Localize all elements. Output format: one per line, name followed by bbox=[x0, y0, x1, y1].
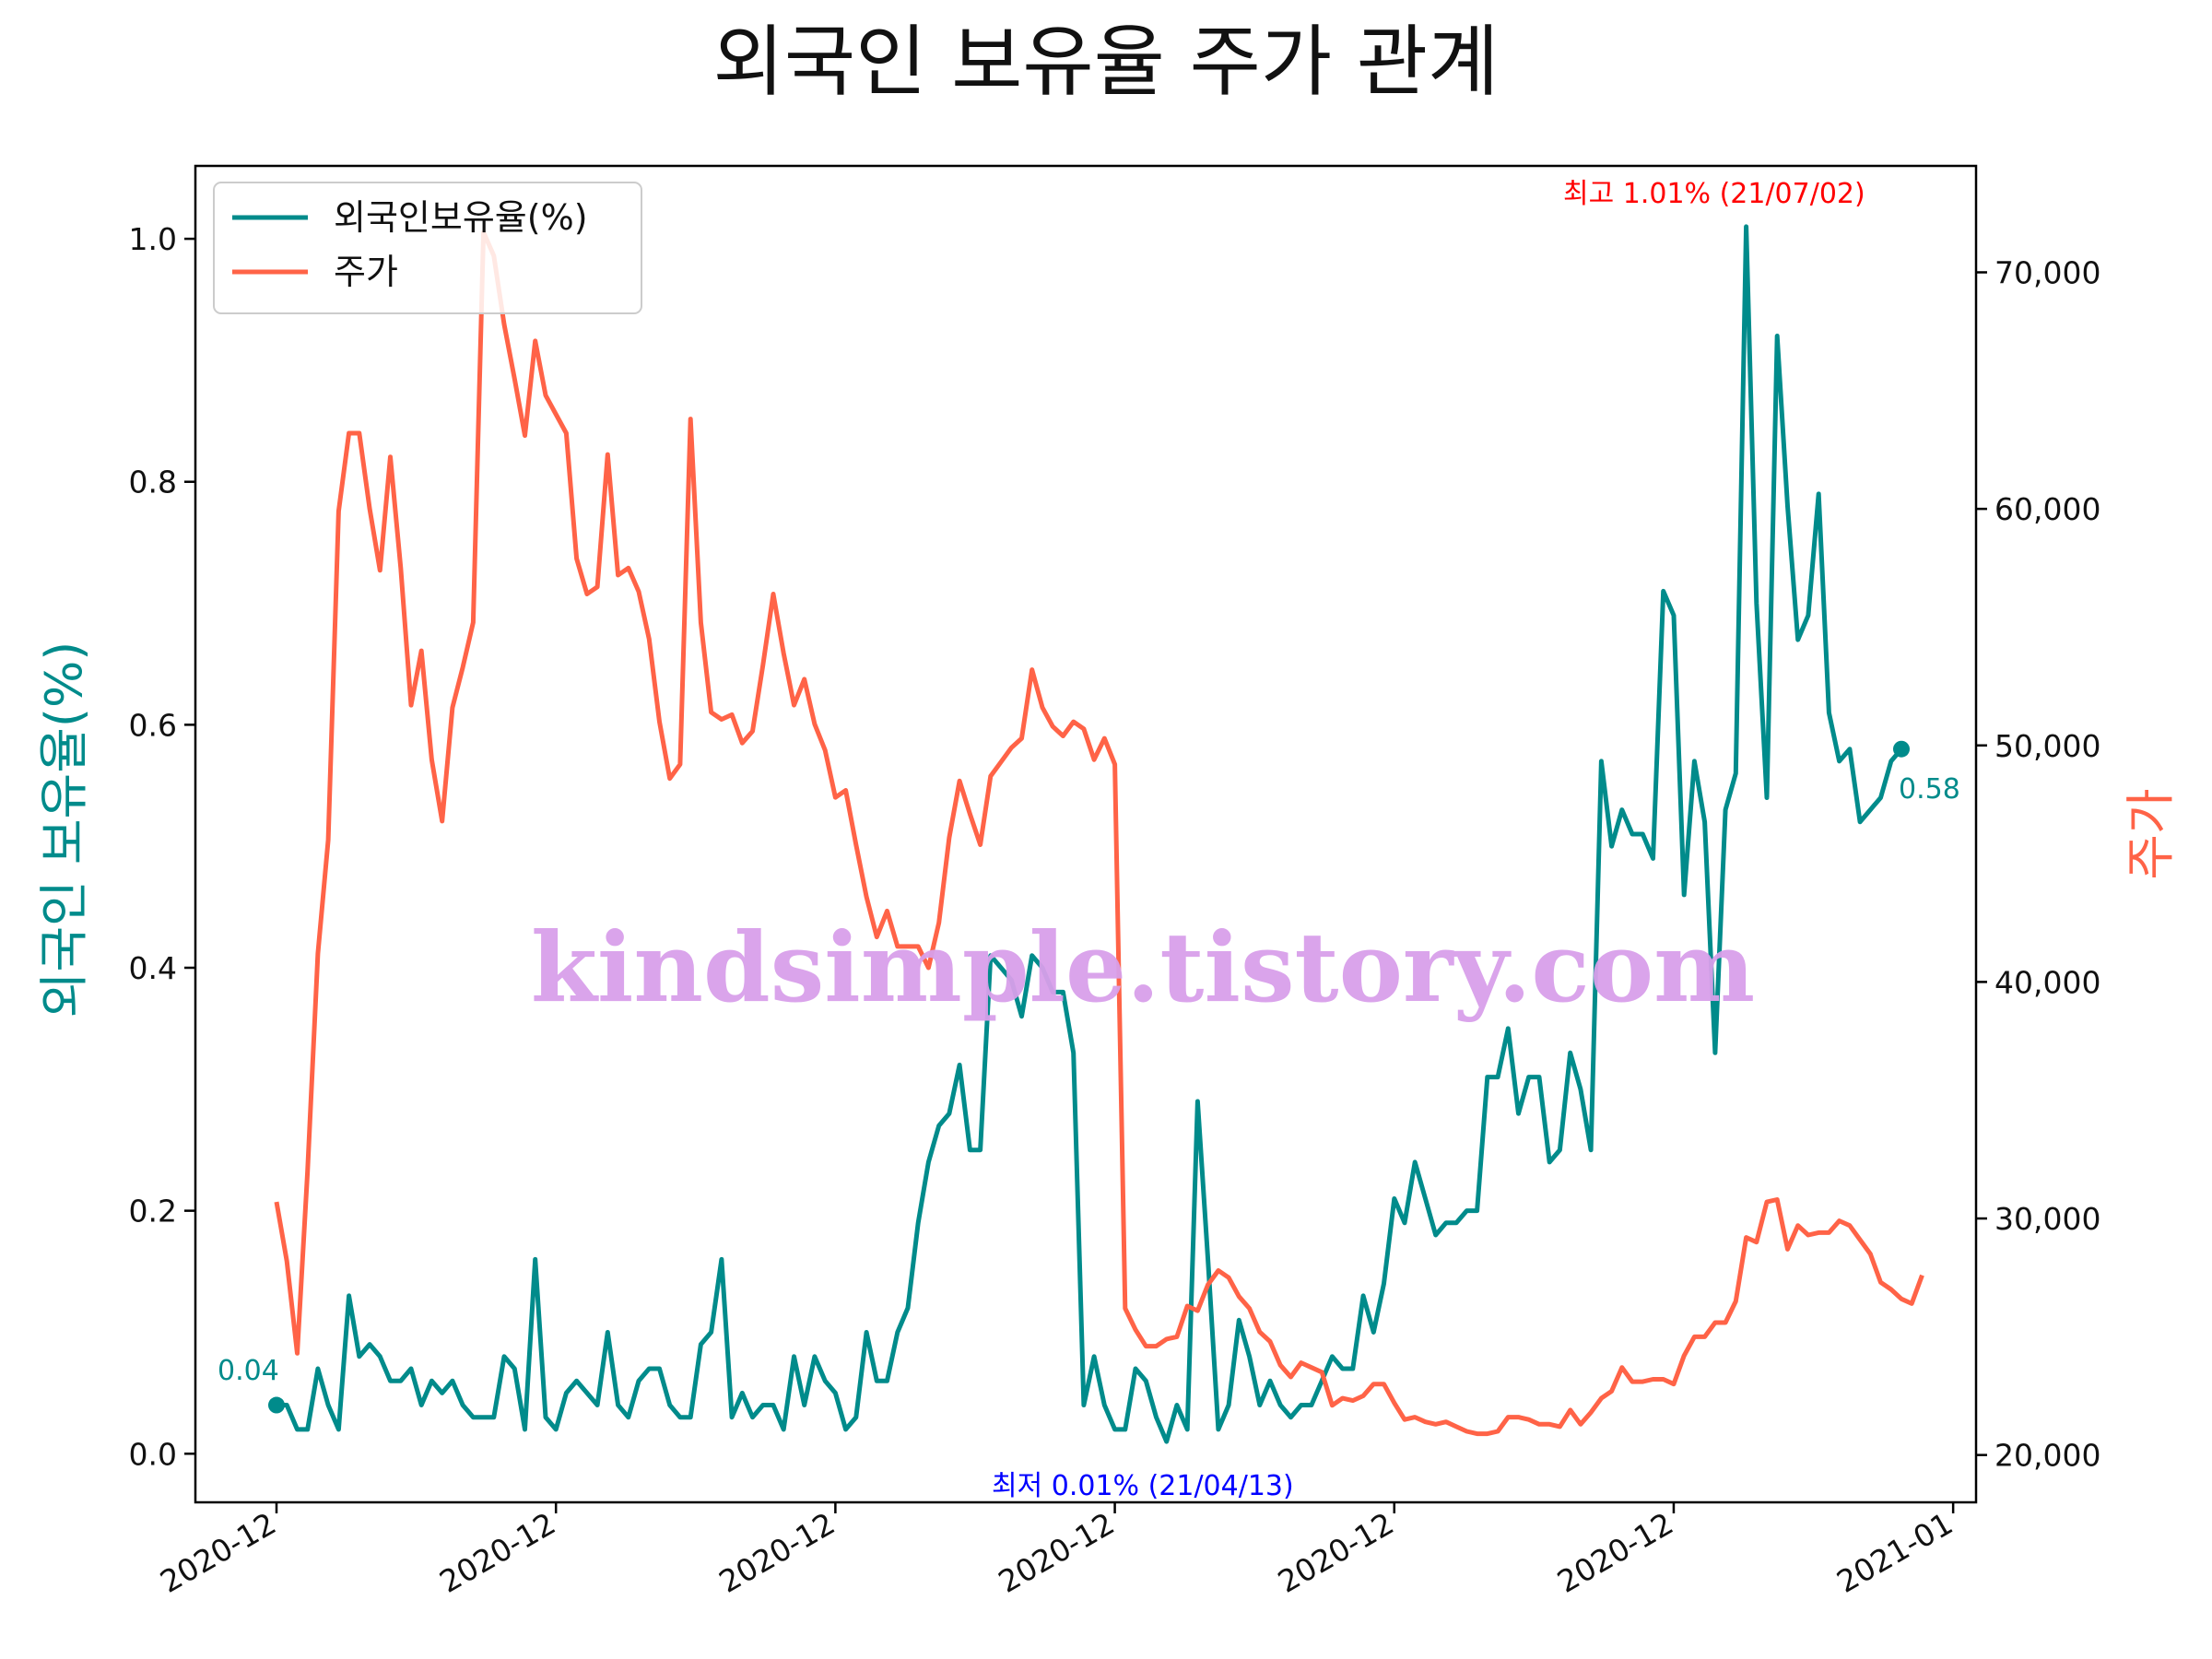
x-tick-label: 2020-12 bbox=[154, 1505, 282, 1600]
chart-title: 외국인 보유율 주가 관계 bbox=[713, 17, 1500, 107]
series-line-foreign-ratio bbox=[276, 224, 1903, 1444]
start-value-label: 0.04 bbox=[218, 1355, 279, 1387]
y-tick-label-right: 70,000 bbox=[1994, 254, 2100, 290]
y-tick-label-right: 40,000 bbox=[1994, 964, 2100, 1000]
y-tick-label-left: 1.0 bbox=[129, 221, 177, 257]
min-value-label: 최저 0.01% (21/04/13) bbox=[992, 1470, 1294, 1502]
y-tick-label-right: 60,000 bbox=[1994, 491, 2100, 527]
y-axis-left: 0.0 0.2 0.4 0.6 0.8 1.0 bbox=[129, 221, 195, 1472]
legend-label-price: 주가 bbox=[334, 252, 398, 292]
x-tick-label: 2020-12 bbox=[433, 1505, 561, 1600]
y-tick-label-left: 0.6 bbox=[129, 707, 177, 743]
x-tick-label: 2020-12 bbox=[993, 1505, 1121, 1600]
legend-label-ratio: 외국인보유율(%) bbox=[334, 197, 588, 238]
y-tick-label-left: 0.8 bbox=[129, 465, 177, 500]
max-value-label: 최고 1.01% (21/07/02) bbox=[1563, 178, 1865, 210]
end-point-marker bbox=[1893, 740, 1910, 758]
x-axis: 2020-12 2020-12 2020-12 2020-12 2020-12 2020-… bbox=[154, 1502, 1959, 1600]
x-tick-label: 2021-01 bbox=[1830, 1505, 1959, 1600]
x-tick-label: 2020-12 bbox=[1272, 1505, 1400, 1600]
y-tick-label-right: 50,000 bbox=[1994, 728, 2100, 764]
end-value-label: 0.58 bbox=[1899, 773, 1960, 806]
start-point-marker bbox=[268, 1396, 285, 1414]
watermark: kindsimple.tistory.com bbox=[531, 911, 1755, 1024]
legend: 외국인보유율(%) 주가 bbox=[213, 182, 642, 314]
x-tick-label: 2020-12 bbox=[712, 1505, 841, 1600]
annotations: 0.04 0.58 최고 1.01% (21/07/02) 최저 0.01% (… bbox=[218, 178, 1960, 1502]
x-tick-label: 2020-12 bbox=[1551, 1505, 1679, 1600]
plot-frame bbox=[194, 164, 1978, 1504]
y-axis-label-left: 외국인 보유율(%) bbox=[35, 641, 93, 1018]
series-line-price bbox=[274, 229, 1924, 1437]
y-tick-label-left: 0.0 bbox=[129, 1436, 177, 1472]
y-tick-label-right: 20,000 bbox=[1994, 1438, 2100, 1474]
legend-box bbox=[213, 182, 642, 314]
plot-area bbox=[268, 224, 1924, 1444]
y-axis-right: 20,000 30,000 40,000 50,000 60,000 70,000 bbox=[1976, 254, 2100, 1474]
y-tick-label-left: 0.2 bbox=[129, 1194, 177, 1230]
y-tick-label-left: 0.4 bbox=[129, 950, 177, 986]
y-axis-label-right: 주가 bbox=[2122, 788, 2180, 879]
y-tick-label-right: 30,000 bbox=[1994, 1201, 2100, 1237]
